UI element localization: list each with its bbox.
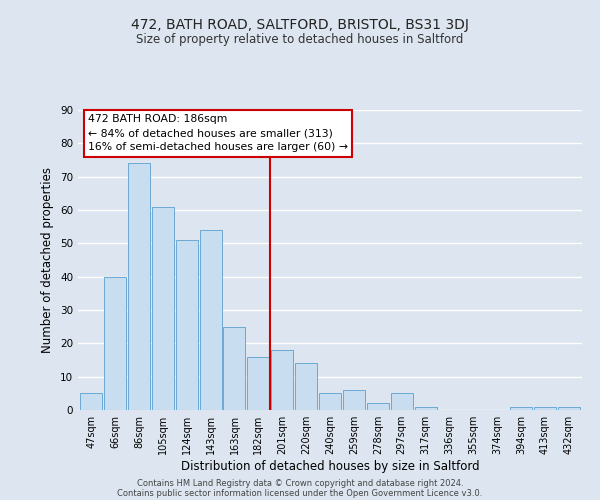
Bar [534,406,556,410]
Bar [223,326,245,410]
Bar [128,164,150,410]
Bar [391,394,413,410]
Text: Contains HM Land Registry data © Crown copyright and database right 2024.: Contains HM Land Registry data © Crown c… [137,478,463,488]
Bar [200,230,221,410]
X-axis label: Distribution of detached houses by size in Saltford: Distribution of detached houses by size … [181,460,479,473]
Bar [295,364,317,410]
Bar [319,394,341,410]
Bar [271,350,293,410]
Bar [510,406,532,410]
Text: Contains public sector information licensed under the Open Government Licence v3: Contains public sector information licen… [118,488,482,498]
Bar [176,240,197,410]
Bar [343,390,365,410]
Bar [247,356,269,410]
Text: 472, BATH ROAD, SALTFORD, BRISTOL, BS31 3DJ: 472, BATH ROAD, SALTFORD, BRISTOL, BS31 … [131,18,469,32]
Bar [415,406,437,410]
Bar [104,276,126,410]
Text: 472 BATH ROAD: 186sqm
← 84% of detached houses are smaller (313)
16% of semi-det: 472 BATH ROAD: 186sqm ← 84% of detached … [88,114,348,152]
Bar [558,406,580,410]
Y-axis label: Number of detached properties: Number of detached properties [41,167,55,353]
Bar [152,206,174,410]
Bar [80,394,102,410]
Text: Size of property relative to detached houses in Saltford: Size of property relative to detached ho… [136,32,464,46]
Bar [367,404,389,410]
